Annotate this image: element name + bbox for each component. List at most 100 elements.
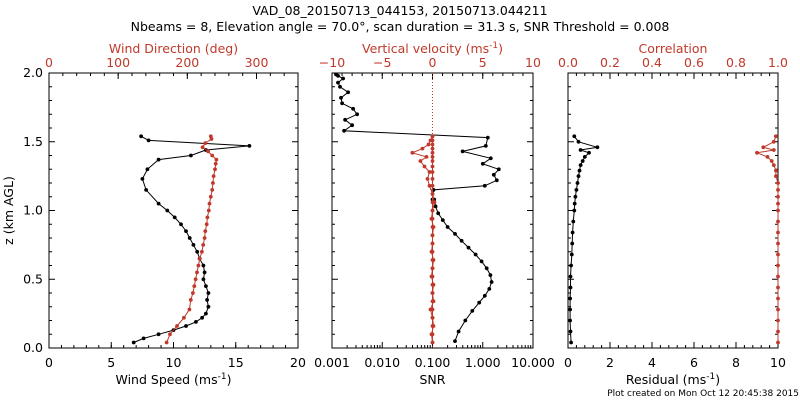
- data-point: [140, 177, 145, 181]
- data-point: [479, 259, 484, 264]
- data-point: [761, 145, 766, 150]
- x-tick-label: 10: [166, 355, 182, 370]
- data-point: [577, 168, 582, 173]
- data-point: [202, 236, 207, 240]
- data-point: [570, 241, 575, 246]
- data-point: [484, 266, 489, 271]
- data-point: [334, 72, 338, 77]
- data-point: [776, 194, 780, 199]
- plot-created-footer: Plot created on Mon Oct 12 20:45:38 2015: [607, 389, 799, 399]
- data-point: [431, 258, 436, 262]
- x-tick-label: 0.010: [364, 355, 400, 370]
- data-point: [575, 181, 580, 185]
- data-point: [582, 155, 587, 159]
- series-line: [133, 135, 250, 343]
- x-axis-label: Residual (ms-1): [626, 372, 720, 387]
- data-point: [418, 159, 423, 163]
- title-line1: VAD_08_20150713_044153, 20150713.044211: [252, 3, 547, 18]
- data-point: [191, 243, 196, 247]
- data-point: [210, 188, 215, 192]
- data-point: [430, 155, 435, 159]
- data-point: [197, 256, 202, 261]
- data-point: [204, 222, 209, 227]
- data-point: [429, 216, 434, 221]
- data-point: [456, 329, 461, 334]
- data-point: [573, 194, 578, 199]
- top-tick-label: 0.0: [558, 55, 578, 70]
- data-point: [430, 315, 435, 320]
- data-point: [207, 201, 212, 206]
- data-point: [200, 249, 204, 254]
- data-point: [422, 164, 427, 169]
- data-point: [776, 285, 780, 290]
- data-point: [569, 340, 573, 345]
- data-point: [482, 183, 487, 188]
- x-tick-label: 2: [606, 355, 614, 370]
- data-point: [144, 188, 149, 192]
- data-point: [343, 117, 347, 122]
- data-point: [576, 174, 581, 179]
- x-tick-label: 10.000: [511, 355, 555, 370]
- data-point: [776, 188, 780, 192]
- data-point: [568, 285, 573, 290]
- data-point: [568, 296, 572, 301]
- x-tick-label: 0.001: [314, 355, 350, 370]
- panel-frame: [567, 72, 779, 349]
- data-point: [201, 263, 206, 268]
- data-point: [427, 170, 432, 174]
- data-point: [776, 252, 780, 257]
- data-point: [473, 252, 478, 257]
- series-wind-direction: [164, 134, 219, 345]
- data-point: [489, 280, 494, 284]
- data-point: [165, 208, 170, 213]
- top-tick-label: −5: [373, 55, 391, 70]
- x-tick-label: 10: [770, 355, 786, 370]
- data-point: [182, 315, 186, 320]
- data-point: [431, 282, 436, 287]
- y-tick-label: 1.0: [23, 203, 43, 218]
- data-point: [168, 332, 172, 337]
- x-tick-label: 15: [228, 355, 244, 370]
- data-point: [206, 208, 211, 213]
- data-point: [774, 134, 778, 139]
- data-point: [430, 183, 435, 188]
- data-point: [431, 324, 436, 328]
- x-tick-label: 0: [45, 355, 53, 370]
- series-line: [335, 73, 500, 200]
- top-axis-label: Correlation: [639, 41, 708, 56]
- data-point: [771, 163, 776, 168]
- data-point: [188, 298, 193, 302]
- data-point: [572, 208, 577, 213]
- x-axis-label-sup: -1: [218, 372, 227, 382]
- x-axis-label-end: ): [715, 372, 720, 387]
- top-tick-label: 0.2: [600, 55, 620, 70]
- top-tick-label: 10: [525, 55, 541, 70]
- data-point: [432, 200, 437, 205]
- data-point: [459, 238, 464, 243]
- data-point: [574, 188, 579, 192]
- data-point: [340, 101, 344, 106]
- data-point: [208, 194, 213, 199]
- data-point: [210, 153, 215, 158]
- data-point: [187, 307, 192, 312]
- data-point: [430, 150, 435, 155]
- data-point: [463, 318, 468, 323]
- top-axis-label-base: Vertical velocity (ms: [362, 41, 489, 56]
- data-point: [203, 141, 208, 146]
- data-point: [576, 139, 581, 144]
- data-point: [572, 134, 577, 139]
- data-point: [445, 225, 450, 229]
- top-tick-label: 0.4: [642, 55, 662, 70]
- data-point: [410, 150, 415, 155]
- data-point: [427, 183, 432, 188]
- data-point: [430, 241, 435, 246]
- data-point: [208, 134, 213, 139]
- data-point: [420, 146, 425, 151]
- data-point: [430, 142, 435, 147]
- data-point: [156, 332, 161, 337]
- data-point: [569, 252, 574, 257]
- x-axis-label-end: ): [227, 372, 232, 387]
- data-point: [346, 90, 350, 95]
